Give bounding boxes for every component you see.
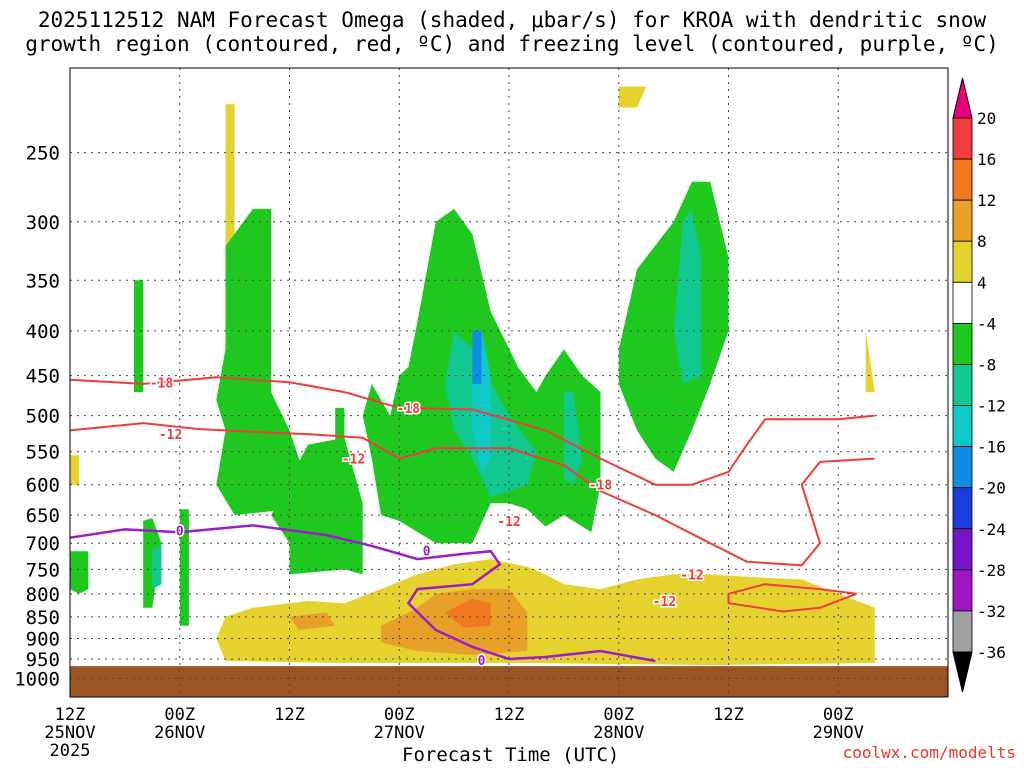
y-tick-label-11: 800	[26, 584, 60, 606]
colorbar-box-3	[952, 240, 973, 283]
colorbar-bottom-triangle	[952, 651, 973, 693]
x-tick-time-0: 12Z	[55, 705, 86, 725]
y-tick-label-1: 300	[26, 212, 60, 234]
contour-label-10: 0	[478, 654, 486, 669]
colorbar-box-7	[952, 405, 973, 448]
colorbar-label-1: 16	[977, 150, 996, 169]
colorbar-label-2: 12	[977, 191, 996, 210]
colorbar-label-6: -8	[977, 355, 996, 374]
x-tick-time-5: 00Z	[603, 705, 634, 725]
colorbar-box-1	[952, 158, 973, 201]
y-tick-label-10: 750	[26, 559, 60, 581]
y-tick-label-8: 650	[26, 505, 60, 527]
y-tick-label-14: 950	[26, 649, 60, 671]
colorbar-box-2	[952, 199, 973, 242]
x-tick-date-0: 25NOV	[44, 723, 95, 743]
colorbar-box-12	[952, 610, 973, 653]
colorbar-box-10	[952, 528, 973, 571]
colorbar-label-10: -24	[977, 520, 1006, 539]
colorbar-box-5	[952, 322, 973, 365]
site-credit: coolwx.com/modelts	[842, 743, 1016, 762]
y-tick-label-2: 350	[26, 270, 60, 292]
temperature-contour-1	[69, 422, 875, 567]
colorbar-label-12: -32	[977, 602, 1006, 621]
x-tick-time-4: 12Z	[494, 705, 525, 725]
colorbar-box-0	[952, 117, 973, 160]
plot-frame	[69, 67, 949, 698]
y-tick-label-12: 850	[26, 607, 60, 629]
contour-label-4: -12	[342, 453, 365, 468]
contour-label-8: 0	[176, 525, 184, 540]
omega-negative-12-c	[152, 545, 162, 590]
x-tick-time-6: 12Z	[713, 705, 744, 725]
omega-positive-4-e	[225, 104, 235, 247]
y-tick-label-15: 1000	[14, 668, 60, 690]
omega-negative-20	[472, 330, 482, 384]
colorbar-label-9: -20	[977, 479, 1006, 498]
colorbar-label-7: -12	[977, 397, 1006, 416]
contour-label-0: -18	[150, 376, 174, 391]
x-tick-date-7: 29NOV	[813, 723, 864, 743]
colorbar-label-4: 4	[977, 273, 987, 292]
colorbar-box-11	[952, 569, 973, 612]
omega-negative-8-b	[70, 551, 89, 594]
colorbar-box-4	[952, 281, 973, 324]
y-tick-label-3: 400	[26, 321, 60, 343]
omega-negative-8-i	[335, 407, 345, 445]
x-tick-time-1: 00Z	[164, 705, 195, 725]
contour-label-9: 0	[423, 545, 431, 560]
y-tick-label-0: 250	[26, 143, 60, 165]
x-tick-date-5: 28NOV	[593, 723, 644, 743]
chart-title-line1: 2025112512 NAM Forecast Omega (shaded, μ…	[37, 8, 987, 32]
colorbar-top-triangle	[952, 77, 973, 119]
freezing-level-contour	[69, 524, 656, 663]
y-tick-label-5: 500	[26, 406, 60, 428]
contour-label-5: -12	[497, 515, 520, 530]
x-tick-time-2: 12Z	[274, 705, 305, 725]
colorbar-label-3: 8	[977, 232, 987, 251]
contour-label-3: -12	[159, 428, 182, 443]
colorbar-label-5: -4	[977, 314, 996, 333]
omega-negative-8-f	[271, 437, 363, 575]
omega-negative-12-b	[673, 208, 702, 384]
colorbar-label-8: -16	[977, 438, 1006, 457]
contour-label-1: -18	[397, 402, 421, 417]
chart-title-line2: growth region (contoured, red, ºC) and f…	[25, 32, 999, 56]
y-tick-label-6: 550	[26, 442, 60, 464]
contour-label-2: -18	[589, 479, 613, 494]
colorbar-label-11: -28	[977, 561, 1006, 580]
colorbar-box-6	[952, 364, 973, 406]
y-tick-label-7: 600	[26, 475, 60, 497]
temperature-contour-2	[727, 583, 857, 613]
omega-positive-4-c	[865, 330, 875, 393]
y-tick-label-13: 900	[26, 629, 60, 651]
colorbar-label-0: 20	[977, 109, 996, 128]
colorbar-label-13: -36	[977, 643, 1006, 662]
omega-negative-8-h	[618, 181, 729, 472]
omega-positive-4-f	[618, 86, 647, 108]
colorbar-box-9	[952, 487, 973, 530]
y-tick-label-9: 700	[26, 533, 60, 555]
omega-negative-8-a	[134, 280, 144, 393]
x-tick-year-0: 2025	[50, 741, 91, 761]
x-tick-date-3: 27NOV	[374, 723, 425, 743]
contour-label-7: -12	[653, 595, 676, 610]
omega-negative-8-e	[216, 208, 308, 516]
temperature-contour-0	[69, 376, 875, 486]
y-tick-label-4: 450	[26, 366, 60, 388]
x-tick-time-7: 00Z	[823, 705, 854, 725]
x-tick-date-1: 26NOV	[154, 723, 205, 743]
omega-positive-4-d	[70, 455, 80, 485]
x-axis-label: Forecast Time (UTC)	[402, 744, 620, 766]
contour-label-6: -12	[680, 568, 703, 583]
omega-negative-8-d	[179, 509, 189, 626]
x-tick-time-3: 00Z	[384, 705, 415, 725]
colorbar-box-8	[952, 446, 973, 489]
omega-positive-12	[445, 598, 491, 628]
